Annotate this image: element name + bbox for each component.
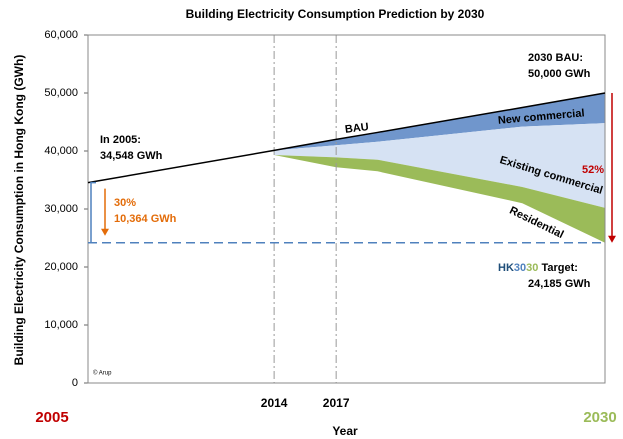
annotation: 10,364 GWh — [114, 213, 177, 225]
y-axis-label: Building Electricity Consumption in Hong… — [12, 55, 26, 366]
plot-frame — [87, 34, 606, 384]
annotation: In 2005: — [100, 134, 141, 146]
credit: © Arup — [93, 370, 112, 377]
annotation-part: Target: — [538, 262, 578, 274]
annotation: 24,185 GWh — [528, 278, 591, 290]
area-band — [274, 123, 605, 208]
arrow-head — [608, 235, 616, 243]
annotation: 2030 BAU: — [528, 52, 583, 64]
bracket — [90, 181, 96, 244]
y-tick-label: 20,000 — [44, 261, 78, 273]
annotation-part: 30 — [526, 262, 538, 274]
annotation: 34,548 GWh — [100, 150, 163, 162]
annotation-part: 30 — [514, 262, 526, 274]
area-band — [274, 155, 605, 243]
y-tick-label: 40,000 — [44, 145, 78, 157]
y-tick-label: 30,000 — [44, 203, 78, 215]
annotation: 50,000 GWh — [528, 68, 591, 80]
annotation: 30% — [114, 197, 136, 209]
y-tick-label: 0 — [72, 377, 78, 389]
arrow-head — [101, 228, 109, 236]
y-tick-label: 50,000 — [44, 87, 78, 99]
y-tick-label: 60,000 — [44, 29, 78, 41]
annotation: 52% — [582, 164, 604, 176]
x-tick-label: 2017 — [323, 396, 350, 410]
x-tick-label: 2030 — [583, 409, 616, 426]
annotation: HK3030 Target: — [498, 262, 578, 274]
x-axis-label: Year — [332, 424, 358, 438]
line — [87, 92, 606, 184]
annotation-part: HK — [498, 262, 514, 274]
y-tick-label: 10,000 — [44, 319, 78, 331]
x-tick-label: 2005 — [35, 409, 68, 426]
chart-title: Building Electricity Consumption Predict… — [186, 7, 485, 21]
line-label: BAU — [344, 121, 369, 136]
x-tick-label: 2014 — [261, 396, 288, 410]
